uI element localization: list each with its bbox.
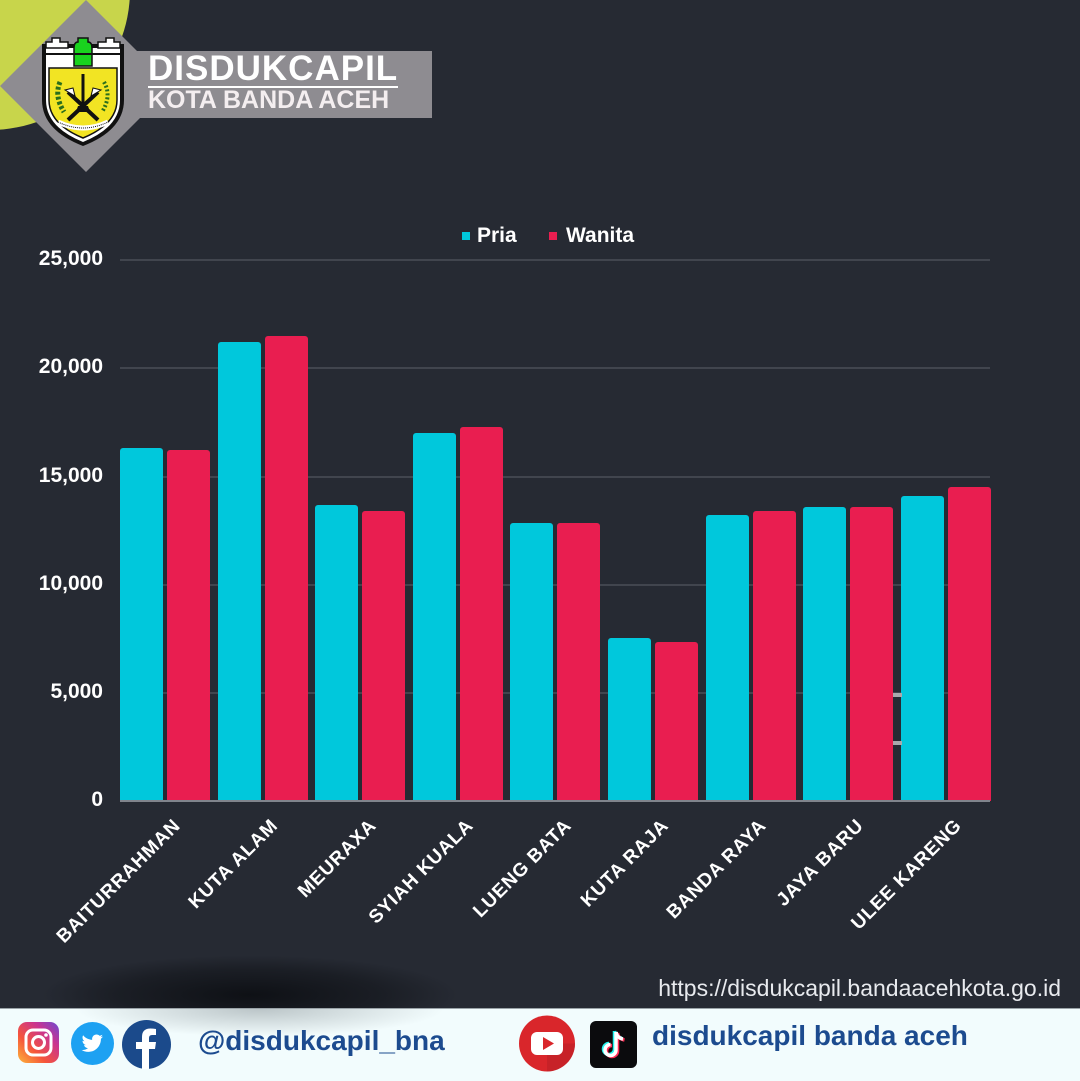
x-tick-label: JAYA BARU — [772, 815, 869, 911]
y-tick-label: 20,000 — [38, 355, 103, 378]
bar-pria[interactable] — [315, 505, 359, 801]
bar-pria[interactable] — [803, 507, 847, 801]
bar-pria[interactable] — [412, 433, 456, 801]
x-tick-label: LUENG BATA — [468, 815, 576, 922]
bar-chart-plot — [120, 259, 992, 802]
x-tick-label: KUTA ALAM — [184, 815, 283, 914]
bar-wanita[interactable] — [167, 450, 210, 801]
x-tick-label: BANDA RAYA — [662, 815, 771, 924]
bar-wanita[interactable] — [655, 641, 698, 801]
bar-pria[interactable] — [608, 638, 651, 801]
facebook-icon[interactable] — [122, 1020, 171, 1069]
bar-group-syiah-kuala — [412, 259, 504, 801]
page-title: DISDUKCAPIL — [148, 49, 399, 88]
bar-pria[interactable] — [705, 515, 749, 801]
legend-swatch-wanita — [549, 232, 557, 240]
bar-pria[interactable] — [510, 523, 554, 801]
bar-group-ulee-kareng — [900, 259, 992, 801]
bar-group-kuta-alam — [217, 259, 309, 801]
bar-group-banda-raya — [705, 259, 797, 801]
bar-wanita[interactable] — [752, 510, 796, 801]
bar-pria[interactable] — [120, 448, 163, 801]
legend-label-wanita: Wanita — [566, 224, 635, 247]
bar-pria[interactable] — [900, 496, 944, 801]
gridline — [120, 476, 990, 478]
bar-wanita[interactable] — [947, 486, 991, 801]
instagram-icon[interactable] — [18, 1022, 59, 1063]
social-handle[interactable]: @disdukcapil_bna — [198, 1025, 445, 1056]
legend-swatch-pria — [462, 232, 470, 240]
bar-wanita[interactable] — [264, 335, 308, 801]
bar-wanita[interactable] — [459, 427, 503, 801]
city-emblem-logo — [42, 37, 124, 146]
x-tick-label: MEURAXA — [293, 815, 381, 903]
y-tick-label: 10,000 — [38, 572, 103, 595]
decor-mark — [893, 693, 902, 697]
gridline — [120, 692, 990, 694]
bar-group-meuraxa — [315, 259, 406, 801]
tiktok-icon[interactable] — [590, 1021, 637, 1068]
youtube-icon[interactable] — [519, 1015, 575, 1072]
x-tick-label: ULEE KARENG — [847, 815, 966, 935]
gridline — [120, 584, 990, 586]
bar-group-baiturrahman — [120, 259, 211, 801]
channel-name[interactable]: disdukcapil banda aceh — [652, 1020, 968, 1051]
x-tick-label: SYIAH KUALA — [365, 815, 478, 929]
x-tick-label: KUTA RAJA — [577, 815, 674, 912]
page-subtitle: KOTA BANDA ACEH — [148, 86, 390, 114]
website-url[interactable]: https://disdukcapil.bandaacehkota.go.id — [658, 975, 1061, 1001]
title-banner — [135, 51, 432, 118]
y-tick-label: 5,000 — [50, 680, 103, 703]
bar-wanita[interactable] — [850, 507, 894, 801]
bar-pria[interactable] — [217, 341, 261, 801]
decor-mark — [893, 741, 902, 745]
y-tick-label: 0 — [91, 788, 103, 811]
bar-group-lueng-bata — [510, 259, 601, 801]
bar-group-kuta-raja — [608, 259, 699, 801]
twitter-icon[interactable] — [71, 1022, 114, 1065]
legend-label-pria: Pria — [477, 224, 517, 247]
y-tick-label: 25,000 — [38, 247, 103, 270]
x-axis-line — [120, 800, 990, 802]
gridline — [120, 259, 990, 261]
x-tick-label: BAITURRAHMAN — [53, 815, 186, 948]
bar-wanita[interactable] — [557, 522, 601, 801]
bar-group-jaya-baru — [803, 259, 894, 801]
gridline — [120, 367, 990, 369]
y-tick-label: 15,000 — [38, 464, 103, 487]
bar-wanita[interactable] — [362, 510, 406, 801]
